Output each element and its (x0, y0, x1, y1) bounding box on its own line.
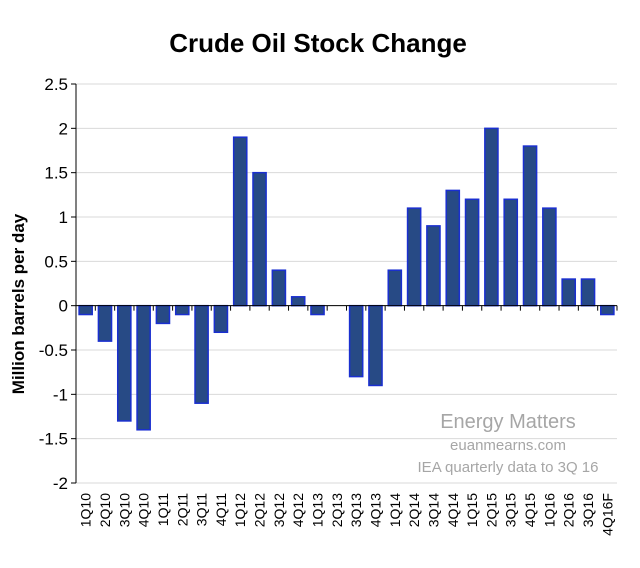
x-tick-label: 3Q15 (503, 493, 519, 527)
bar-3Q12 (271, 269, 287, 307)
bar-2Q16 (561, 278, 577, 307)
y-tick-label: -2 (53, 474, 68, 493)
bar-2Q10 (97, 304, 113, 342)
x-tick-label: 1Q10 (78, 493, 94, 527)
bar-3Q16 (580, 278, 596, 307)
x-tick-label: 4Q16F (599, 493, 615, 536)
x-tick-label: 2Q11 (174, 493, 190, 526)
y-tick-label: 2.5 (44, 75, 68, 94)
bar-4Q11 (213, 304, 229, 334)
bar-2Q12 (252, 171, 267, 307)
bar-1Q14 (387, 269, 403, 307)
x-tick-label: 1Q16 (541, 493, 557, 527)
bar-4Q15 (522, 145, 538, 307)
x-tick-label: 4Q11 (213, 493, 229, 526)
y-tick-label: -0.5 (39, 341, 68, 360)
annotation-website: euanmearns.com (450, 437, 566, 454)
x-tick-label: 1Q15 (464, 493, 480, 527)
bar-4Q14 (445, 189, 461, 307)
y-tick-label: 0.5 (44, 252, 68, 271)
bar-3Q13 (348, 304, 364, 378)
y-axis-label: Million barrels per day (9, 213, 28, 394)
x-tick-label: 4Q13 (367, 493, 383, 527)
x-tick-label: 1Q14 (387, 493, 403, 527)
x-tick-label: 2Q14 (406, 493, 422, 527)
x-tick-label: 4Q12 (290, 493, 306, 527)
y-tick-label: 2 (59, 119, 68, 138)
x-tick-label: 1Q11 (155, 493, 171, 526)
x-tick-label: 4Q10 (136, 493, 152, 527)
y-tick-label: 1.5 (44, 164, 68, 183)
x-tick-label: 3Q12 (271, 493, 287, 527)
x-tick-label: 3Q14 (425, 493, 441, 527)
bar-1Q10 (78, 304, 93, 316)
bar-4Q10 (136, 304, 151, 431)
bar-2Q15 (484, 127, 499, 307)
bars (78, 127, 615, 431)
x-tick-label: 2Q16 (561, 493, 577, 527)
bar-2Q14 (406, 207, 422, 307)
y-tick-label: 0 (59, 297, 68, 316)
bar-4Q12 (290, 296, 306, 307)
x-tick-label: 3Q16 (580, 493, 596, 527)
bar-1Q11 (155, 304, 171, 325)
bar-2Q11 (174, 304, 190, 316)
axes (71, 83, 618, 484)
x-tick-label: 2Q10 (97, 493, 113, 527)
x-tick-label: 4Q14 (445, 493, 461, 527)
x-tick-label: 2Q15 (483, 493, 499, 527)
bar-1Q12 (232, 136, 248, 307)
y-tick-labels: 2.5 2 1.5 1 0.5 0 -0.5 -1 -1.5 -2 (39, 75, 68, 493)
x-tick-label: 4Q15 (522, 493, 538, 527)
x-tick-label: 3Q11 (194, 493, 210, 526)
y-tick-label: -1.5 (39, 430, 68, 449)
x-tick-labels: 1Q10 2Q10 3Q10 4Q10 1Q11 2Q11 3Q11 4Q11 1Q12 2Q12… (78, 493, 616, 536)
x-tick-label: 2Q13 (329, 493, 345, 527)
bar-4Q13 (368, 304, 383, 387)
bar-1Q16 (542, 207, 557, 307)
x-tick-label: 3Q13 (348, 493, 364, 527)
bar-4Q16F (600, 304, 615, 316)
bar-3Q10 (116, 304, 132, 422)
x-tick-label: 3Q10 (116, 493, 132, 527)
y-tick-label: -1 (53, 385, 68, 404)
bar-3Q14 (426, 225, 441, 307)
bar-1Q15 (464, 198, 480, 307)
chart-title: Crude Oil Stock Change (169, 28, 467, 58)
annotation-energy-matters: Energy Matters (440, 411, 576, 433)
bar-1Q13 (310, 304, 325, 316)
x-tick-label: 2Q12 (252, 493, 268, 527)
y-tick-label: 1 (59, 208, 68, 227)
x-tick-label: 1Q13 (310, 493, 326, 527)
bar-3Q15 (503, 198, 519, 307)
x-tick-label: 1Q12 (232, 493, 248, 527)
bar-3Q11 (194, 304, 209, 404)
annotation-data-source: IEA quarterly data to 3Q 16 (418, 459, 599, 476)
